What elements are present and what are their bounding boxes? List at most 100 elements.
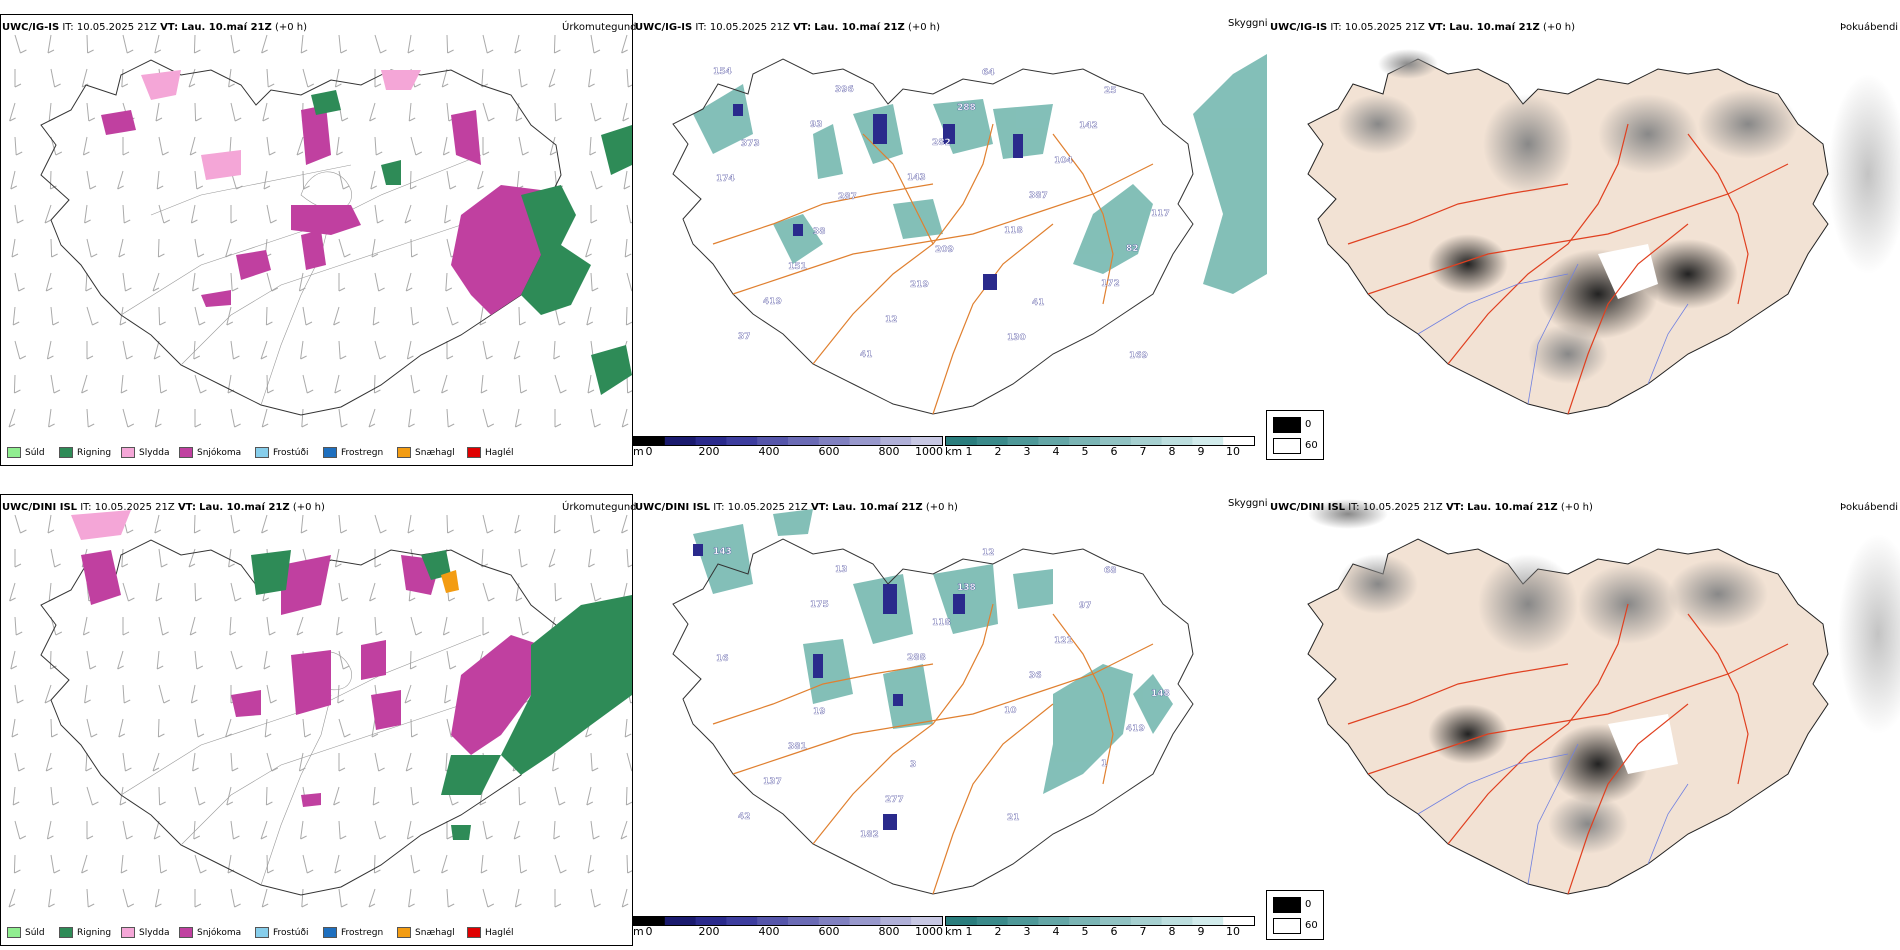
wind-barb — [120, 854, 128, 874]
wind-barb — [336, 616, 343, 636]
colorbar-segment — [664, 437, 697, 445]
map-value-label: 148 — [1151, 689, 1170, 699]
map-value-label: 175 — [810, 600, 829, 610]
wind-barb — [444, 204, 451, 224]
wind-barb — [442, 616, 450, 636]
map-value-label: 288 — [907, 653, 926, 663]
wind-barb — [266, 272, 279, 292]
colorbar-tick: 4 — [1052, 925, 1060, 938]
wind-barb — [338, 238, 351, 258]
map-value-label: 41 — [860, 350, 873, 360]
wind-barb — [266, 136, 276, 156]
wind-barb — [374, 514, 387, 534]
wind-barb — [518, 136, 529, 156]
wind-barb — [10, 650, 18, 670]
colorbar-km-unit: km — [945, 925, 963, 938]
colorbar-segment — [1130, 437, 1163, 445]
wind-barb — [301, 408, 309, 428]
wind-barb — [626, 854, 632, 874]
wind-barb — [86, 341, 94, 360]
wind-barb — [624, 718, 632, 738]
colorbar-km-bottom — [945, 916, 1255, 926]
wind-barb — [122, 820, 133, 840]
wind-barb — [626, 548, 632, 568]
wind-barb — [44, 684, 52, 704]
wind-barb — [406, 340, 414, 360]
colorbar-tick: 400 — [758, 925, 780, 938]
wind-barb — [587, 854, 595, 874]
wind-barb — [446, 821, 454, 840]
wind-barb — [590, 820, 600, 840]
wind-barb — [260, 820, 268, 840]
wind-barb — [47, 34, 55, 54]
map-value-label: 12 — [982, 548, 995, 558]
wind-barb — [14, 340, 27, 360]
wind-barb — [263, 170, 271, 190]
colorbar-segment — [1161, 437, 1193, 445]
wind-barb — [122, 340, 133, 360]
wind-barb — [260, 340, 268, 360]
colorbar-tick: 600 — [818, 445, 840, 458]
wind-barb — [81, 854, 88, 874]
colorbar-tick: 2 — [994, 445, 1002, 458]
legend-item: Haglél — [467, 447, 514, 459]
wind-barb — [50, 548, 61, 568]
wind-barb — [46, 340, 54, 360]
wind-barb — [14, 69, 22, 88]
wind-barb — [590, 272, 599, 292]
colorbar-tick: 800 — [878, 925, 900, 938]
wind-barb — [410, 374, 421, 394]
wind-barb — [407, 34, 415, 54]
wind-barb — [338, 408, 348, 428]
wind-barb — [8, 888, 16, 908]
wind-barb — [334, 854, 342, 874]
colorbar-tick: 1 — [965, 925, 973, 938]
colorbar-tick: 200 — [698, 445, 720, 458]
map-value-label: 138 — [957, 583, 976, 593]
wind-barb — [302, 68, 315, 88]
wind-barb — [586, 306, 594, 326]
wind-barb — [85, 272, 93, 292]
wind-barb — [553, 514, 561, 534]
wind-barb — [482, 34, 494, 54]
wind-barb — [14, 204, 24, 224]
map-value-label: 419 — [1126, 724, 1145, 734]
wind-barb — [513, 820, 521, 840]
map-value-label: 82 — [1126, 244, 1139, 254]
wind-barb — [194, 102, 202, 122]
map-value-label: 174 — [716, 174, 735, 184]
colorbar-tick: 9 — [1197, 925, 1205, 938]
wind-barb — [50, 374, 61, 394]
wind-barb — [121, 68, 129, 88]
wind-barb — [588, 548, 595, 568]
wind-barb — [14, 820, 27, 840]
wind-barb — [374, 820, 387, 840]
wind-barb — [82, 616, 90, 636]
legend-item: Rigning — [59, 447, 111, 459]
wind-barb — [368, 408, 376, 428]
wind-barb — [86, 238, 98, 258]
wind-barb — [86, 102, 96, 122]
wind-barb — [621, 408, 629, 428]
wind-barb — [554, 854, 567, 874]
wind-barb — [590, 582, 602, 602]
title-fog-top: Þokuábendi — [1840, 22, 1899, 33]
wind-barb — [482, 137, 490, 156]
map-value-label: 151 — [788, 262, 807, 272]
map-value-label: 93 — [810, 120, 823, 130]
wind-barb — [518, 548, 528, 568]
wind-barb — [334, 374, 342, 394]
wind-barb — [121, 548, 129, 568]
wind-barb — [46, 820, 54, 840]
wind-barb — [85, 752, 93, 772]
precip-legend-bottom: Súld Rigning Slydda Snjókoma Frostúði Fr… — [7, 927, 627, 941]
wind-barb — [300, 820, 307, 840]
wind-barb — [122, 582, 135, 602]
colorbar-segment — [1069, 917, 1101, 925]
map-value-label: 143 — [713, 547, 732, 557]
wind-barb — [86, 786, 99, 806]
wind-barb — [84, 204, 91, 224]
wind-barb — [194, 170, 204, 190]
wind-barb — [262, 102, 270, 122]
wind-barb — [374, 272, 385, 292]
